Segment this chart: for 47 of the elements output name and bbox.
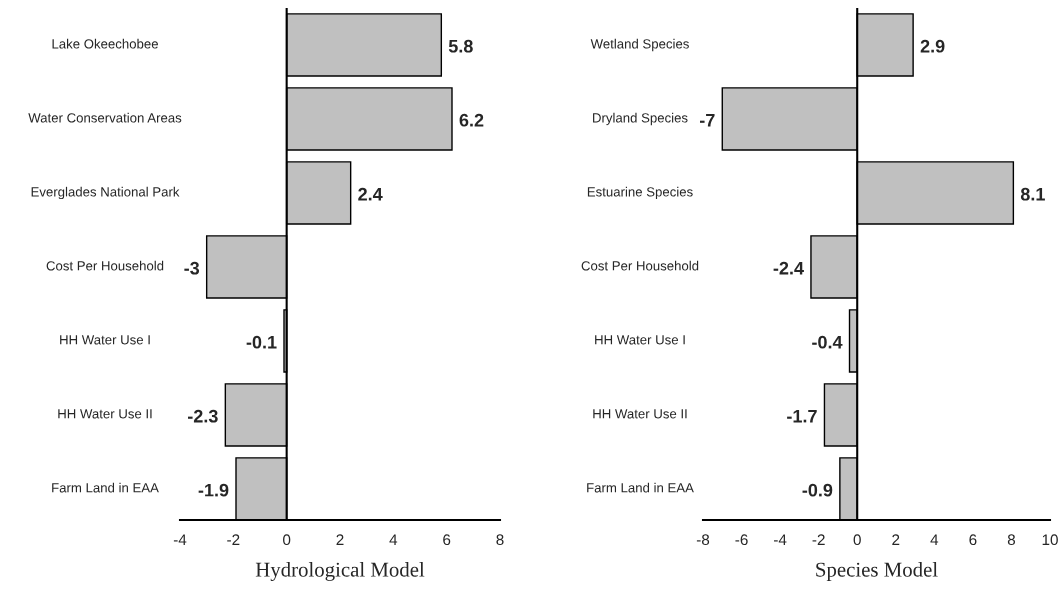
y-tick-label: HH Water Use II xyxy=(58,409,152,419)
y-tick-label: Cost Per Household xyxy=(581,260,699,271)
y-tick-label: Cost Per Household xyxy=(46,260,164,271)
x-tick-label: 6 xyxy=(443,534,451,546)
y-tick-label: Wetland Species xyxy=(590,38,689,52)
data-label: -2.4 xyxy=(773,261,804,275)
x-tick-label: -4 xyxy=(774,534,787,545)
data-label: -1.9 xyxy=(198,483,229,497)
y-tick-label: HH Water Use II xyxy=(593,409,687,419)
data-label: -0.1 xyxy=(246,335,277,349)
x-tick-label: 2 xyxy=(892,534,900,545)
data-label: 2.4 xyxy=(358,187,383,201)
y-tick-label: Water Conservation Areas xyxy=(28,112,182,123)
y-tick-label: Everglades National Park xyxy=(31,186,180,200)
y-tick-label: Farm Land in EAA xyxy=(587,482,694,493)
data-label: 5.8 xyxy=(448,39,473,53)
data-label: -0.4 xyxy=(812,335,843,349)
x-tick-label: 2 xyxy=(336,534,344,545)
y-tick-label: HH Water Use I xyxy=(60,335,150,345)
data-label: -1.7 xyxy=(787,409,817,423)
data-label: 8.1 xyxy=(1020,187,1045,201)
data-label: -0.9 xyxy=(802,483,833,497)
data-label: -3 xyxy=(184,261,200,275)
x-axis-title: Hydrological Model xyxy=(255,562,425,581)
y-tick-label: Lake Okeechobee xyxy=(52,38,158,49)
x-tick-label: 4 xyxy=(930,534,939,545)
y-tick-label: HH Water Use I xyxy=(595,335,685,345)
x-tick-label: 10 xyxy=(1042,534,1058,546)
x-tick-label: 0 xyxy=(853,534,861,546)
x-tick-label: -8 xyxy=(696,534,710,546)
x-axis-title: Species Model xyxy=(816,562,938,581)
x-tick-label: 4 xyxy=(389,534,398,545)
x-tick-label: 6 xyxy=(969,534,977,546)
x-tick-label: 8 xyxy=(496,534,504,546)
y-tick-label: Dryland Species xyxy=(593,112,688,126)
x-tick-label: -2 xyxy=(227,534,240,545)
x-tick-label: -2 xyxy=(812,534,825,545)
x-tick-label: 8 xyxy=(1007,534,1016,546)
data-label: -2.3 xyxy=(187,409,218,423)
data-label: -7 xyxy=(699,114,715,127)
y-tick-label: Estuarine Species xyxy=(587,186,693,200)
x-tick-label: -6 xyxy=(735,534,748,546)
data-label: 6.2 xyxy=(459,113,484,127)
y-tick-label: Farm Land in EAA xyxy=(52,482,159,493)
x-tick-label: 0 xyxy=(283,534,291,546)
x-tick-label: -4 xyxy=(173,534,187,545)
data-label: 2.9 xyxy=(920,39,945,53)
